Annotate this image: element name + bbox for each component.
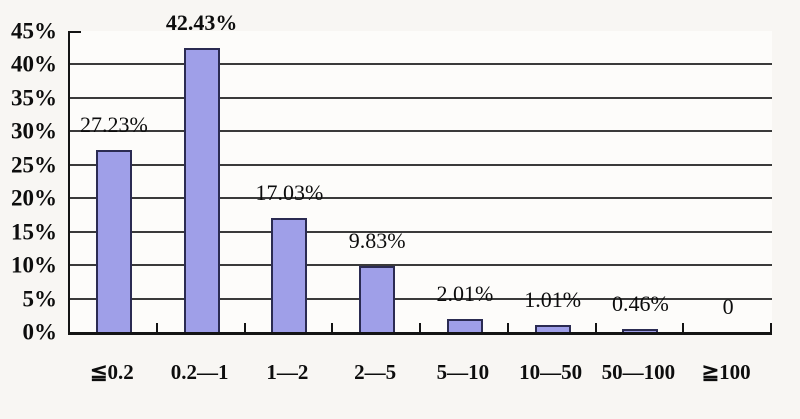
x-axis-category-label: 10—50 bbox=[519, 360, 583, 384]
gridline bbox=[70, 130, 772, 133]
bar-value-label: 27.23% bbox=[79, 111, 148, 137]
y-axis-tick-label: 5% bbox=[22, 286, 58, 312]
gridline bbox=[70, 230, 772, 233]
bar-value-label: 9.83% bbox=[348, 228, 406, 254]
x-axis-category-label: ≧100 bbox=[701, 360, 751, 384]
bar bbox=[622, 328, 659, 332]
y-axis-tick-label: 25% bbox=[11, 152, 57, 178]
x-axis-category-label: 0.2—1 bbox=[170, 360, 229, 384]
bar-value-label: 17.03% bbox=[255, 180, 324, 206]
x-axis-tick bbox=[419, 323, 421, 332]
x-axis-category-label: 2—5 bbox=[354, 360, 397, 384]
y-axis-tick-label: 10% bbox=[11, 252, 57, 278]
gridline bbox=[70, 163, 772, 166]
bar bbox=[95, 149, 132, 332]
bar bbox=[359, 266, 396, 332]
x-axis-category-label: ≦0.2 bbox=[89, 360, 134, 384]
x-axis-category-label: 50—100 bbox=[601, 360, 676, 384]
x-axis-tick bbox=[243, 323, 246, 332]
x-axis-tick bbox=[331, 323, 334, 332]
y-axis-top-tick bbox=[70, 31, 81, 33]
y-axis-tick-label: 20% bbox=[11, 185, 57, 211]
bar bbox=[183, 48, 220, 332]
gridline bbox=[70, 96, 772, 99]
x-axis-tick bbox=[682, 323, 685, 332]
plot-area: 27.23% 42.43% 17.03% 9.83% 2.01% 1.01% 0.46% 0 bbox=[68, 12, 772, 335]
bar bbox=[446, 318, 483, 332]
gridline bbox=[70, 197, 772, 200]
x-axis-tick bbox=[155, 323, 158, 332]
gridline bbox=[70, 264, 772, 267]
x-axis-category-labels: ≦0.2 0.2—1 1—2 2—5 5—10 10—50 50—100 ≧100 bbox=[68, 359, 770, 389]
x-axis-category-label: 1—2 bbox=[266, 360, 309, 384]
bar bbox=[271, 218, 308, 332]
y-axis-tick-label: 35% bbox=[11, 85, 57, 111]
gridline bbox=[70, 297, 772, 300]
bar-value-label: 1.01% bbox=[524, 287, 582, 313]
bar-value-label: 2.01% bbox=[436, 280, 494, 306]
x-axis-tick bbox=[770, 323, 772, 332]
bar-value-label: 0.46% bbox=[611, 290, 669, 316]
y-axis-tick-label: 30% bbox=[11, 118, 57, 144]
y-axis-tick-label: 40% bbox=[11, 51, 57, 77]
y-axis-tick-labels: 0% 5% 10% 15% 20% 25% 30% 35% 40% 45% bbox=[0, 20, 68, 344]
bar-value-label: 0 bbox=[722, 294, 734, 319]
x-axis-tick bbox=[506, 323, 509, 332]
y-axis-tick-label: 0% bbox=[22, 319, 58, 345]
y-axis-tick-label: 45% bbox=[11, 18, 57, 44]
bar bbox=[534, 325, 571, 332]
x-axis-tick bbox=[594, 323, 597, 332]
y-axis-tick-label: 15% bbox=[11, 219, 57, 245]
bar-value-label: 42.43% bbox=[165, 10, 238, 36]
gridline bbox=[70, 63, 772, 66]
x-axis-category-label: 5—10 bbox=[436, 360, 490, 384]
